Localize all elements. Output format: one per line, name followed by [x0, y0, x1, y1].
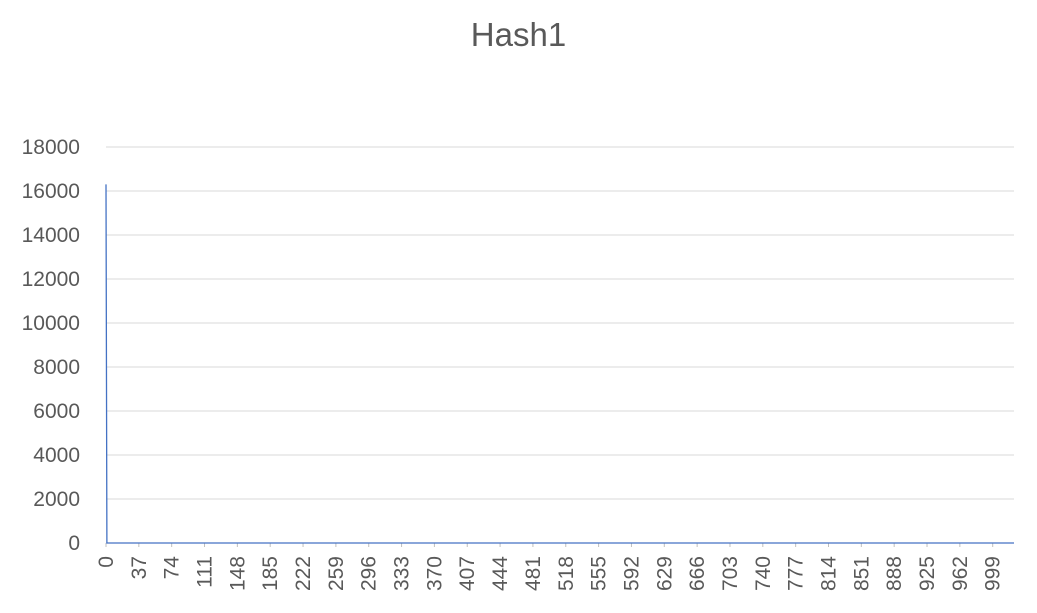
series-line [105, 184, 1014, 544]
x-tick-label: 222 [292, 556, 315, 591]
y-tick-label: 8000 [33, 356, 80, 379]
x-tick-label: 111 [194, 556, 217, 588]
x-tick-label: 296 [358, 556, 381, 591]
x-tick-label: 888 [883, 556, 906, 591]
x-tick-label: 999 [982, 556, 1005, 591]
x-tick-label: 333 [391, 556, 414, 591]
x-tick-label: 925 [916, 556, 939, 591]
x-tick-label: 777 [785, 556, 808, 591]
y-tick-label: 4000 [33, 444, 80, 467]
x-tick-label: 962 [949, 556, 972, 591]
x-tick-label: 37 [128, 556, 151, 579]
x-tick-label: 444 [489, 556, 512, 591]
y-tick-label: 6000 [33, 400, 80, 423]
y-tick-label: 2000 [33, 488, 80, 511]
x-tick-label: 259 [325, 556, 348, 591]
y-tick-label: 10000 [22, 312, 80, 335]
y-tick-label: 16000 [22, 180, 80, 203]
x-tick-label: 0 [95, 556, 118, 568]
x-tick-label: 518 [555, 556, 578, 591]
x-tick-label: 481 [522, 556, 545, 591]
x-tick-label: 666 [686, 556, 709, 591]
x-tick-label: 814 [817, 556, 840, 591]
x-tick-label: 185 [259, 556, 282, 591]
y-tick-label: 14000 [22, 224, 80, 247]
y-tick-label: 0 [68, 532, 80, 555]
x-tick-label: 555 [588, 556, 611, 591]
y-tick-label: 18000 [22, 136, 80, 159]
chart-title: Hash1 [470, 16, 567, 53]
y-tick-label: 12000 [22, 268, 80, 291]
x-tick-label: 851 [850, 556, 873, 591]
x-tick-label: 74 [161, 556, 184, 580]
x-tick-label: 629 [653, 556, 676, 591]
x-tick-label: 703 [719, 556, 742, 591]
x-tick-label: 148 [226, 556, 249, 591]
x-tick-label: 740 [752, 556, 775, 591]
x-tick-label: 370 [423, 556, 446, 591]
x-tick-label: 407 [456, 556, 479, 591]
x-tick-label: 592 [620, 556, 643, 591]
